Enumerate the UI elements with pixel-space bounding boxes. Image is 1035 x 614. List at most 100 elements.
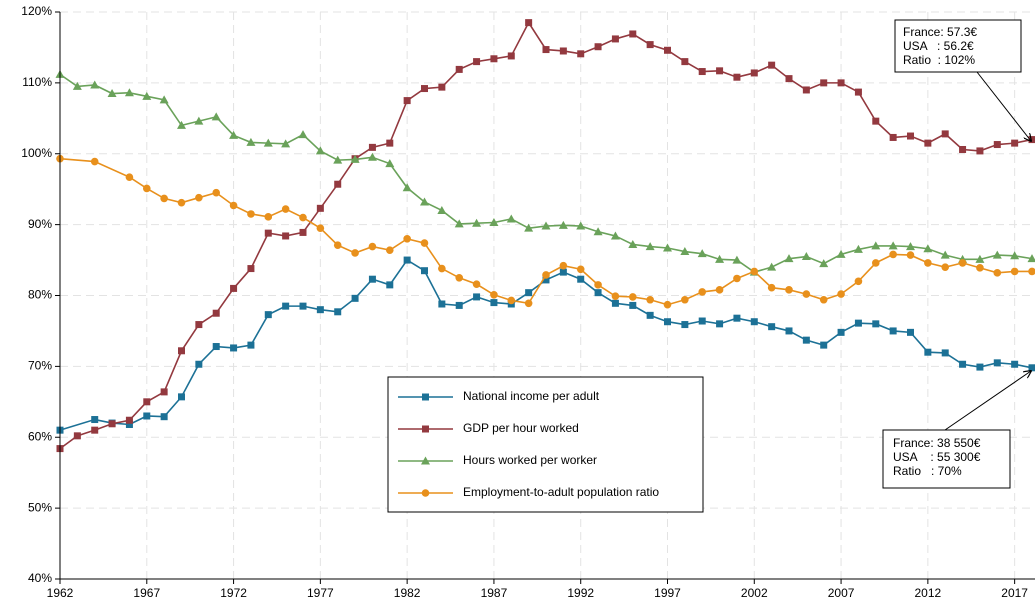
marker	[785, 286, 793, 294]
marker	[959, 361, 966, 368]
marker	[733, 74, 740, 81]
marker	[334, 241, 342, 249]
marker	[490, 55, 497, 62]
legend-label: Employment-to-adult population ratio	[463, 485, 659, 499]
marker	[629, 293, 637, 301]
marker	[716, 320, 723, 327]
marker	[577, 276, 584, 283]
marker	[786, 75, 793, 82]
marker	[942, 130, 949, 137]
marker	[646, 296, 654, 304]
annotation-text: Ratio : 70%	[893, 464, 962, 478]
marker	[767, 263, 776, 271]
marker	[750, 268, 758, 276]
marker	[699, 318, 706, 325]
marker	[473, 280, 481, 288]
marker	[91, 158, 99, 166]
marker	[542, 271, 550, 279]
marker	[421, 267, 428, 274]
marker	[264, 213, 272, 221]
marker	[455, 274, 463, 282]
marker	[91, 416, 98, 423]
y-tick-label: 40%	[28, 571, 52, 585]
marker	[890, 134, 897, 141]
marker	[924, 140, 931, 147]
marker	[525, 289, 532, 296]
marker	[768, 62, 775, 69]
legend-label: National income per adult	[463, 389, 600, 403]
marker	[230, 285, 237, 292]
series-line	[60, 74, 1032, 272]
marker	[681, 296, 689, 304]
marker	[300, 229, 307, 236]
marker	[178, 393, 185, 400]
marker	[595, 43, 602, 50]
marker	[855, 320, 862, 327]
x-tick-label: 2017	[1001, 586, 1028, 600]
marker	[195, 194, 203, 202]
marker	[386, 246, 394, 254]
marker	[959, 146, 966, 153]
marker	[422, 489, 430, 497]
marker	[178, 347, 185, 354]
x-tick-label: 1962	[47, 586, 74, 600]
x-tick-label: 1987	[481, 586, 508, 600]
marker	[872, 259, 880, 267]
marker	[525, 299, 533, 307]
y-tick-label: 70%	[28, 359, 52, 373]
marker	[942, 349, 949, 356]
marker	[508, 52, 515, 59]
marker	[664, 47, 671, 54]
marker	[786, 327, 793, 334]
marker	[647, 312, 654, 319]
marker	[247, 265, 254, 272]
marker	[647, 41, 654, 48]
marker	[473, 293, 480, 300]
marker	[403, 235, 411, 243]
marker	[924, 349, 931, 356]
marker	[126, 173, 134, 181]
x-tick-label: 1992	[567, 586, 594, 600]
marker	[109, 420, 116, 427]
marker	[334, 308, 341, 315]
marker	[456, 66, 463, 73]
marker	[161, 388, 168, 395]
marker	[299, 214, 307, 222]
marker	[820, 79, 827, 86]
marker	[404, 257, 411, 264]
marker	[299, 130, 308, 138]
marker	[560, 47, 567, 54]
marker	[612, 35, 619, 42]
y-tick-label: 60%	[28, 429, 52, 443]
marker	[733, 315, 740, 322]
marker	[213, 310, 220, 317]
marker	[577, 265, 585, 273]
legend-label: Hours worked per worker	[463, 453, 597, 467]
x-tick-label: 1977	[307, 586, 334, 600]
marker	[838, 79, 845, 86]
marker	[802, 252, 811, 260]
marker	[438, 84, 445, 91]
x-tick-label: 1997	[654, 586, 681, 600]
marker	[369, 243, 377, 251]
marker	[317, 224, 325, 232]
marker	[490, 299, 497, 306]
marker	[421, 85, 428, 92]
marker	[994, 141, 1001, 148]
marker	[230, 202, 238, 210]
y-tick-label: 100%	[21, 146, 52, 160]
marker	[282, 205, 290, 213]
y-tick-label: 80%	[28, 288, 52, 302]
marker	[872, 320, 879, 327]
legend-label: GDP per hour worked	[463, 421, 579, 435]
marker	[404, 97, 411, 104]
marker	[161, 413, 168, 420]
marker	[351, 249, 359, 257]
marker	[733, 275, 741, 283]
marker	[1028, 268, 1035, 276]
marker	[959, 259, 967, 267]
marker	[369, 144, 376, 151]
x-tick-label: 2002	[741, 586, 768, 600]
y-tick-label: 50%	[28, 500, 52, 514]
